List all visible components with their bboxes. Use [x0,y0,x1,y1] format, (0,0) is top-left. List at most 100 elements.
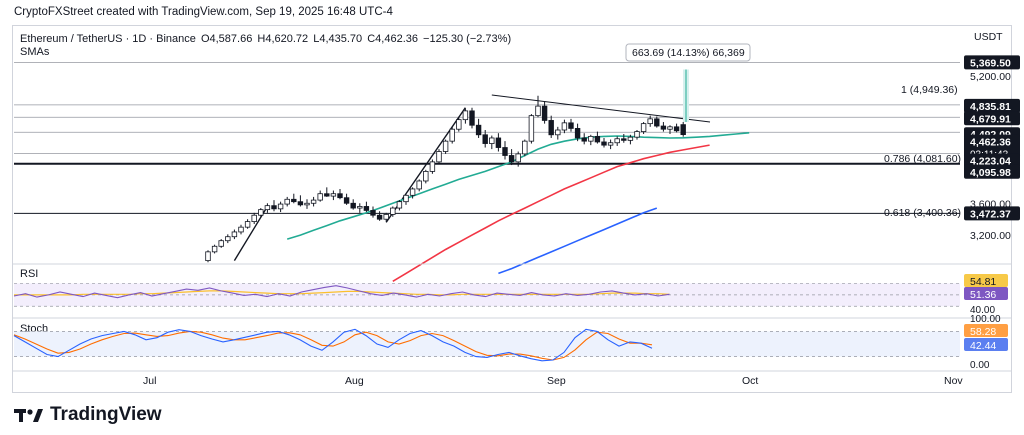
fib-label-1: 0.786 (4,081.60) [884,153,961,165]
rsi-line [13,285,670,299]
sma-blue-line [498,207,658,275]
descending-trendline [491,94,711,123]
tradingview-logo-icon [14,409,43,422]
candle-5 [238,226,244,233]
candle-36 [442,140,449,152]
candle-38 [456,119,462,130]
candle-50 [535,105,541,117]
candle-70 [667,126,673,130]
candle-2 [218,240,224,247]
measure-box [625,43,751,62]
sma-green-line [286,132,750,240]
candle-15 [304,202,310,206]
candle-71 [673,126,680,132]
candle-43 [489,137,495,144]
candle-66 [640,123,647,132]
candle-35 [436,151,442,163]
price-badge-7 [964,206,1020,221]
candle-62 [614,138,620,144]
price-badge-2 [964,111,1020,126]
candle-33 [423,171,429,182]
ohlc-low: L4,435.70 [313,33,363,45]
candle-28 [390,207,396,215]
candle-45 [502,147,508,156]
candle-1 [211,245,218,253]
candle-34 [429,161,436,172]
candle-10 [271,205,277,210]
stoch-badge-0 [964,324,1008,337]
candle-42 [482,134,488,144]
y-tick-0: 5,200.00 [970,71,1011,83]
candle-44 [495,137,502,148]
candle-26 [376,214,383,220]
stoch-d-line [13,330,653,361]
candle-14 [297,201,304,206]
candle-55 [568,122,574,129]
candle-30 [403,194,409,203]
stoch-k-line [13,328,653,362]
ohlc-high: H4,620.72 [257,33,309,45]
rsi-badge-label-0: 54.81 [970,276,996,288]
candle-39 [462,110,469,121]
candle-20 [337,193,343,199]
price-badge-6 [964,164,1020,179]
ohlc-change: −125.30 (−2.73%) [423,33,512,45]
rsi-badge-label-1: 51.36 [970,289,996,301]
price-badge-label-6: 4,095.98 [970,167,1011,179]
fib-label-2: 0.618 (3,400.36) [884,207,961,219]
candle-3 [225,236,231,242]
candle-16 [310,199,317,204]
candle-41 [475,124,482,136]
stoch-tick-0: 100.00 [970,314,1001,325]
candle-49 [528,115,535,142]
candle-13 [291,198,297,203]
candle-58 [588,135,594,142]
tradingview-brand: TradingView [14,404,162,426]
candle-27 [383,214,389,220]
candle-69 [660,125,667,130]
x-tick-sep: Sep [547,375,566,387]
brand-name: TradingView [50,404,162,425]
candle-54 [561,122,568,131]
price-badge-label-7: 3,472.37 [970,208,1011,220]
rsi-pane-label[interactable]: RSI [20,268,39,280]
candle-11 [277,203,284,210]
stoch-badge-label-0: 58.28 [970,326,996,338]
ohlc-close: C4,462.36 [367,33,418,45]
x-tick-oct: Oct [742,375,758,387]
candle-60 [601,141,607,146]
candle-46 [508,155,515,163]
candle-59 [594,135,601,143]
price-chart[interactable]: 1 (4,949.36) 0.786 (4,081.60) 0.618 (3,400… [0,0,1024,400]
price-badge-label-2: 4,679.91 [970,113,1011,125]
chart-caption: CryptoFXStreet created with TradingView.… [14,6,393,18]
candle-12 [284,198,290,205]
candle-23 [357,206,363,209]
candle-52 [548,120,554,136]
x-tick-aug: Aug [345,375,364,387]
candle-63 [621,138,627,141]
candle-68 [654,118,660,127]
candle-17 [317,193,323,201]
stoch-badge-1 [964,338,1008,351]
symbol-name[interactable]: Ethereum / TetherUS · 1D · Binance [20,33,196,45]
candle-8 [258,209,264,216]
measure-label: 663.69 (14.13%) 66,369 [632,47,745,59]
x-tick-nov: Nov [944,375,963,387]
candle-64 [627,136,634,141]
y-tick-2: 3,200.00 [970,230,1011,242]
candle-29 [396,201,403,209]
x-tick-jul: Jul [143,375,156,387]
sma-red-line [392,144,710,282]
ohlc-open: O4,587.66 [200,33,253,45]
candle-9 [264,205,271,211]
stoch-band [14,331,960,357]
price-badge-label-5: 4,223.04 [970,156,1011,168]
candle-47 [515,153,521,163]
candle-21 [343,197,350,204]
candle-61 [607,142,614,146]
price-badge-1 [964,98,1020,113]
smas-indicator-label[interactable]: SMAs [20,46,50,58]
candle-65 [634,131,640,138]
candle-53 [555,129,561,136]
